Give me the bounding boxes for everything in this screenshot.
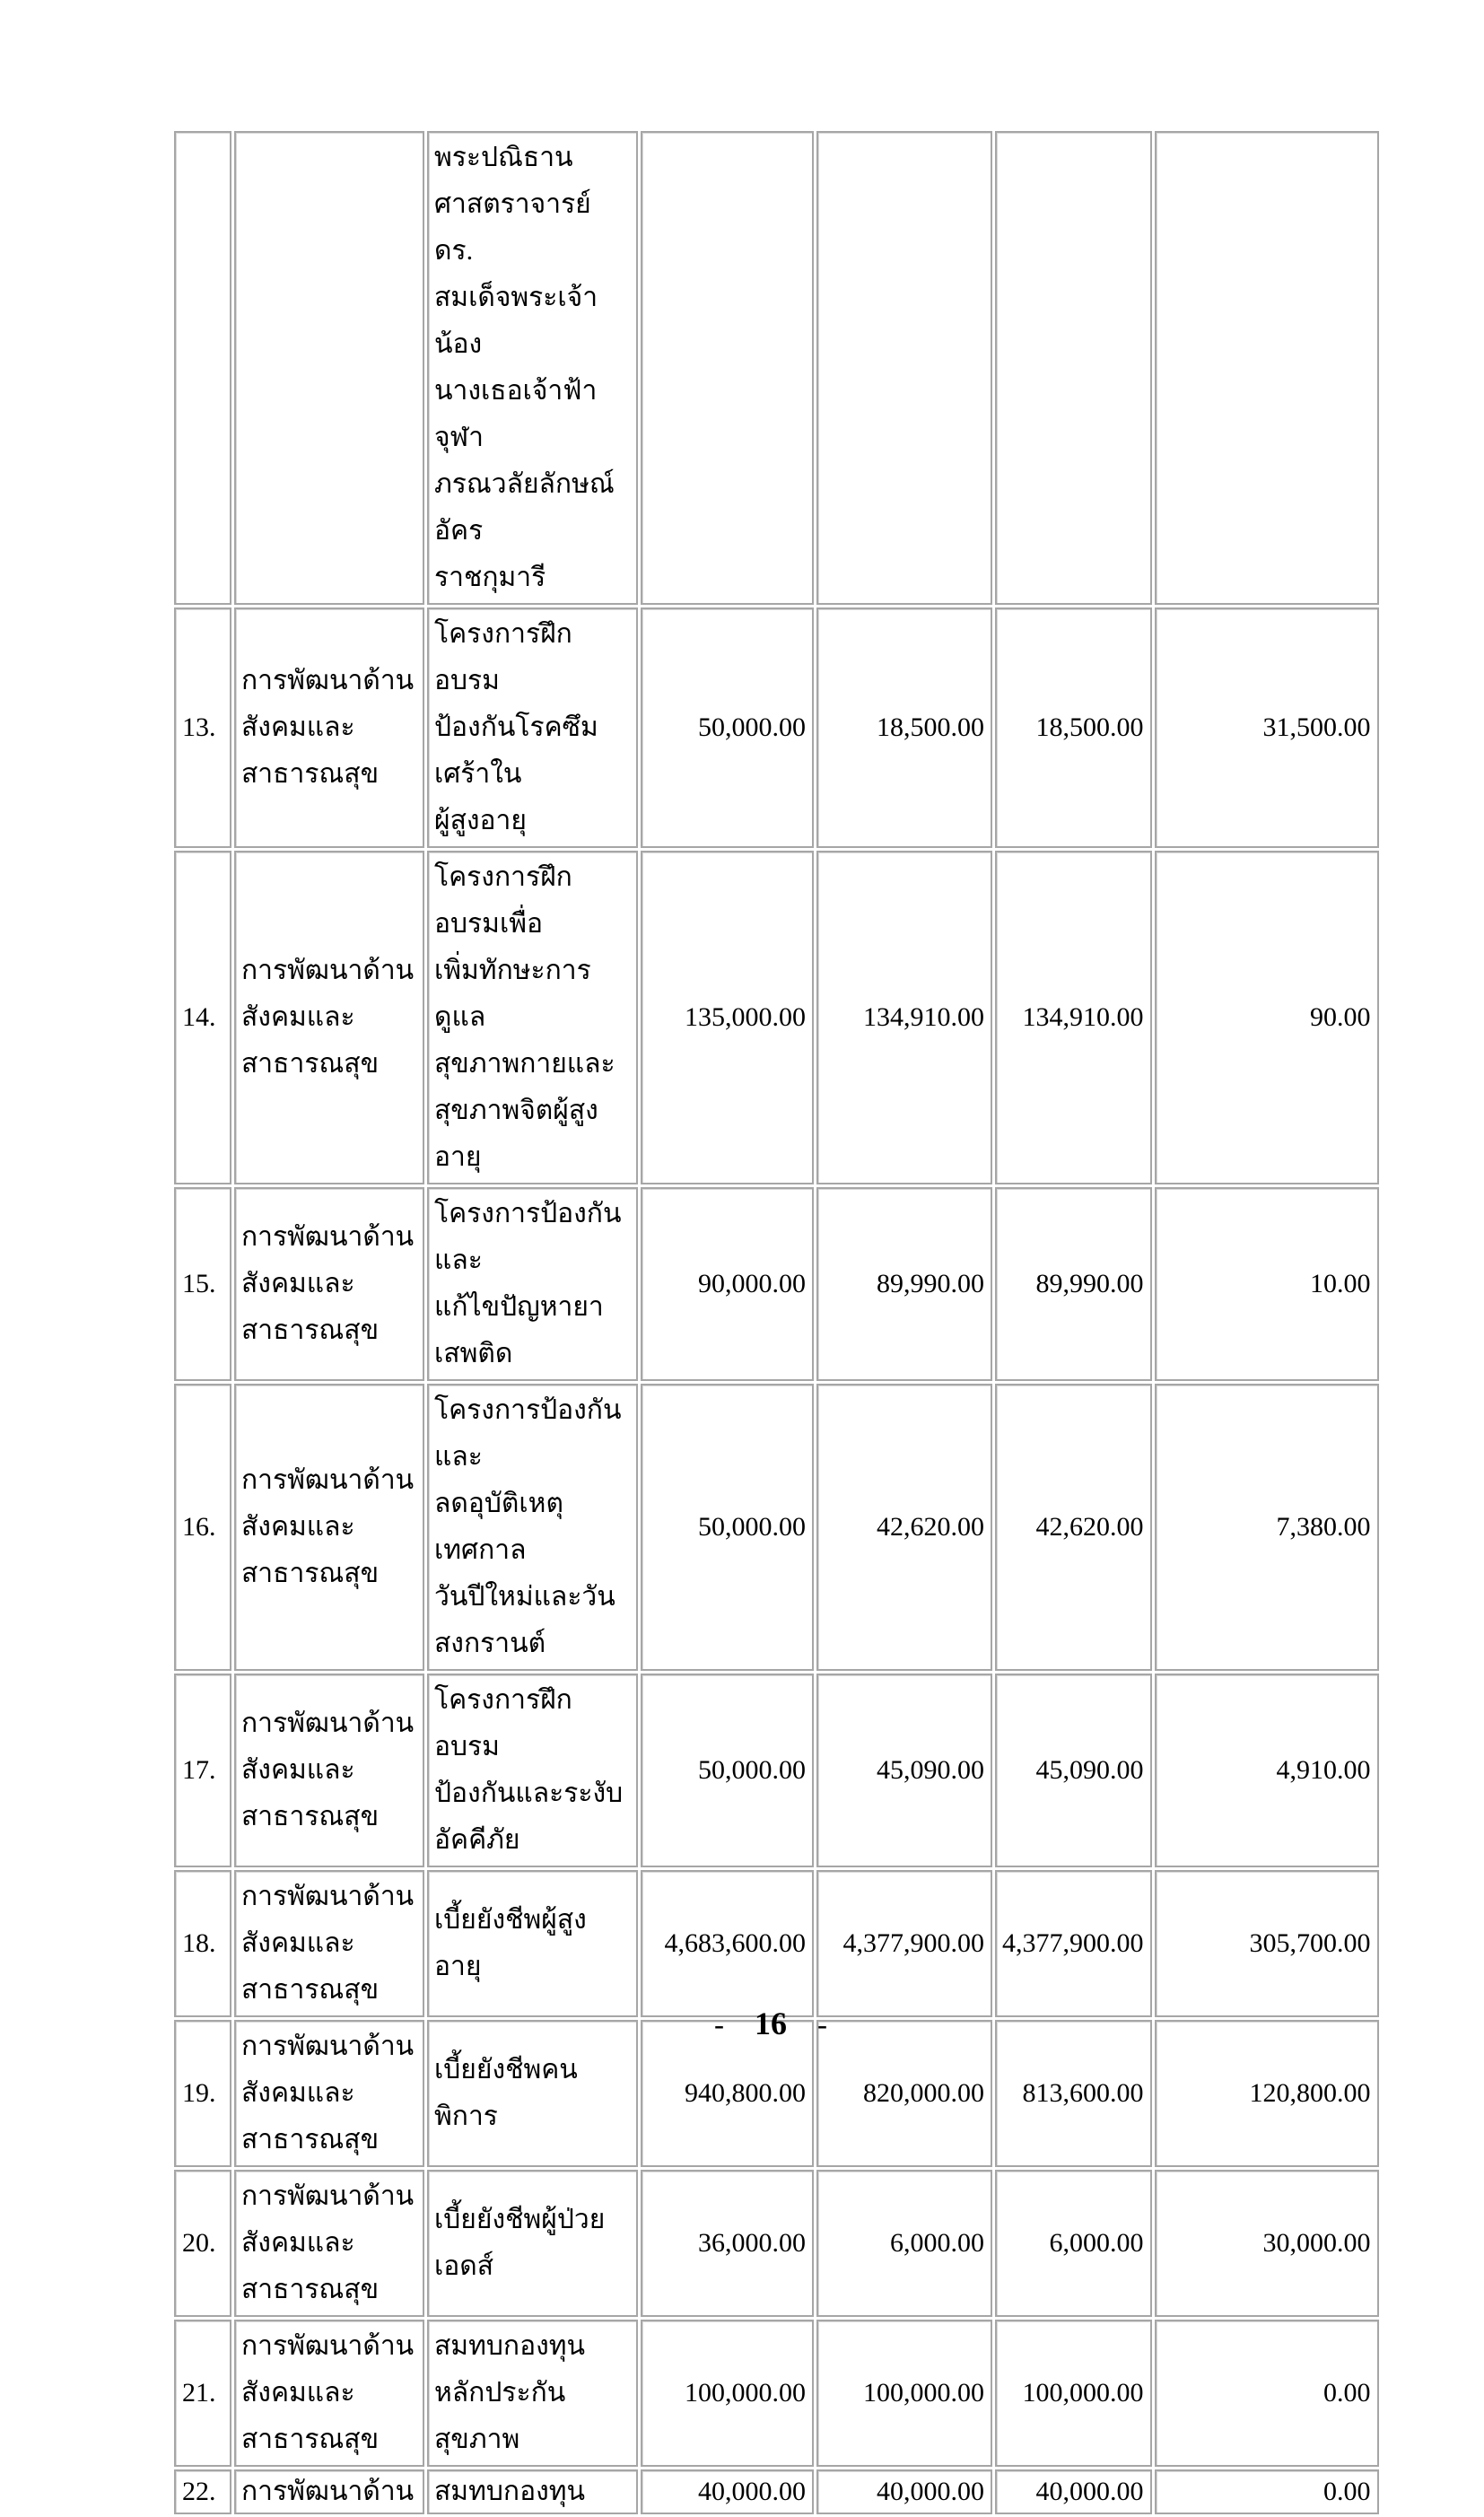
project-cell: โครงการฝึกอบรมเพื่อ เพิ่มทักษะการดูแล สุ… [427, 851, 638, 1184]
project-cell: โครงการฝึกอบรม ป้องกันและระงับ อัคคีภัย [427, 1674, 638, 1867]
table-row: 15. การพัฒนาด้าน สังคมและ สาธารณสุข โครง… [174, 1187, 1379, 1381]
remaining-cell: 0.00 [1154, 2320, 1379, 2467]
category-cell: การพัฒนาด้าน สังคมและ สาธารณสุข [234, 1870, 424, 2017]
table-row: 13. การพัฒนาด้าน สังคมและ สาธารณสุข โครง… [174, 607, 1379, 848]
row-number-cell [174, 131, 231, 605]
row-number-cell: 14. [174, 851, 231, 1184]
category-cell: การพัฒนาด้าน สังคมและ สาธารณสุข [234, 607, 424, 848]
document-page: { "colors": { "background": "#ffffff", "… [29, 131, 1484, 2514]
project-cell: โครงการป้องกันและ แก้ไขปัญหายาเสพติด [427, 1187, 638, 1381]
table-row: 21. การพัฒนาด้าน สังคมและ สาธารณสุข สมทบ… [174, 2320, 1379, 2467]
disbursed-cell: 45,090.00 [995, 1674, 1152, 1867]
table-row: 17. การพัฒนาด้าน สังคมและ สาธารณสุข โครง… [174, 1674, 1379, 1867]
budget-table: พระปณิธาน ศาสตราจารย์ ดร. สมเด็จพระเจ้าน… [171, 128, 1382, 2517]
disbursed-cell: 18,500.00 [995, 607, 1152, 848]
category-cell: การพัฒนาด้าน สังคมและ สาธารณสุข [234, 1674, 424, 1867]
remaining-cell: 4,910.00 [1154, 1674, 1379, 1867]
table-row: 20. การพัฒนาด้าน สังคมและ สาธารณสุข เบี้… [174, 2170, 1379, 2317]
row-number-cell: 15. [174, 1187, 231, 1381]
table-row: 18. การพัฒนาด้าน สังคมและ สาธารณสุข เบี้… [174, 1870, 1379, 2017]
category-cell: การพัฒนาด้าน สังคมและ สาธารณสุข [234, 2170, 424, 2317]
category-cell: การพัฒนาด้าน สังคมและ สาธารณสุข [234, 851, 424, 1184]
project-cell: สมทบกองทุน หลักประกันสุขภาพ [427, 2320, 638, 2467]
disbursed-cell: 134,910.00 [995, 851, 1152, 1184]
disbursed-cell [995, 131, 1152, 605]
committed-cell: 89,990.00 [816, 1187, 992, 1381]
table-row: 14. การพัฒนาด้าน สังคมและ สาธารณสุข โครง… [174, 851, 1379, 1184]
page-footer: -16- [29, 2005, 1484, 2042]
remaining-cell: 10.00 [1154, 1187, 1379, 1381]
committed-cell: 4,377,900.00 [816, 1870, 992, 2017]
remaining-cell: 90.00 [1154, 851, 1379, 1184]
budget-cell: 50,000.00 [641, 607, 814, 848]
remaining-cell [1154, 131, 1379, 605]
row-number-cell: 21. [174, 2320, 231, 2467]
disbursed-cell: 4,377,900.00 [995, 1870, 1152, 2017]
committed-cell: 45,090.00 [816, 1674, 992, 1867]
row-number-cell: 20. [174, 2170, 231, 2317]
project-cell: โครงการป้องกันและ ลดอุบัติเหตุเทศกาล วัน… [427, 1384, 638, 1671]
committed-cell: 42,620.00 [816, 1384, 992, 1671]
budget-cell: 135,000.00 [641, 851, 814, 1184]
budget-cell [641, 131, 814, 605]
table-row: พระปณิธาน ศาสตราจารย์ ดร. สมเด็จพระเจ้าน… [174, 131, 1379, 605]
committed-cell: 40,000.00 [816, 2469, 992, 2514]
page-number: 16 [755, 2006, 787, 2041]
table-row: 22. การพัฒนาด้าน สมทบกองทุน 40,000.00 40… [174, 2469, 1379, 2514]
category-cell: การพัฒนาด้าน สังคมและ สาธารณสุข [234, 1384, 424, 1671]
row-number-cell: 18. [174, 1870, 231, 2017]
committed-cell: 18,500.00 [816, 607, 992, 848]
budget-cell: 4,683,600.00 [641, 1870, 814, 2017]
category-cell: การพัฒนาด้าน สังคมและ สาธารณสุข [234, 1187, 424, 1381]
remaining-cell: 30,000.00 [1154, 2170, 1379, 2317]
disbursed-cell: 100,000.00 [995, 2320, 1152, 2467]
budget-cell: 40,000.00 [641, 2469, 814, 2514]
remaining-cell: 305,700.00 [1154, 1870, 1379, 2017]
category-cell [234, 131, 424, 605]
project-cell: เบี้ยยังชีพผู้สูงอายุ [427, 1870, 638, 2017]
row-number-cell: 22. [174, 2469, 231, 2514]
committed-cell: 6,000.00 [816, 2170, 992, 2317]
project-cell: พระปณิธาน ศาสตราจารย์ ดร. สมเด็จพระเจ้าน… [427, 131, 638, 605]
remaining-cell: 31,500.00 [1154, 607, 1379, 848]
remaining-cell: 7,380.00 [1154, 1384, 1379, 1671]
row-number-cell: 16. [174, 1384, 231, 1671]
category-cell: การพัฒนาด้าน สังคมและ สาธารณสุข [234, 2320, 424, 2467]
project-cell: สมทบกองทุน [427, 2469, 638, 2514]
category-cell: การพัฒนาด้าน [234, 2469, 424, 2514]
committed-cell [816, 131, 992, 605]
disbursed-cell: 89,990.00 [995, 1187, 1152, 1381]
project-cell: เบี้ยยังชีพผู้ป่วยเอดส์ [427, 2170, 638, 2317]
row-number-cell: 17. [174, 1674, 231, 1867]
footer-right-dash: - [817, 2009, 827, 2041]
budget-cell: 50,000.00 [641, 1384, 814, 1671]
disbursed-cell: 6,000.00 [995, 2170, 1152, 2317]
project-cell: โครงการฝึกอบรม ป้องกันโรคซึมเศร้าใน ผู้ส… [427, 607, 638, 848]
budget-cell: 100,000.00 [641, 2320, 814, 2467]
disbursed-cell: 40,000.00 [995, 2469, 1152, 2514]
budget-cell: 50,000.00 [641, 1674, 814, 1867]
table-row: 16. การพัฒนาด้าน สังคมและ สาธารณสุข โครง… [174, 1384, 1379, 1671]
budget-cell: 90,000.00 [641, 1187, 814, 1381]
committed-cell: 134,910.00 [816, 851, 992, 1184]
disbursed-cell: 42,620.00 [995, 1384, 1152, 1671]
remaining-cell: 0.00 [1154, 2469, 1379, 2514]
footer-left-dash: - [714, 2009, 724, 2041]
committed-cell: 100,000.00 [816, 2320, 992, 2467]
row-number-cell: 13. [174, 607, 231, 848]
budget-cell: 36,000.00 [641, 2170, 814, 2317]
